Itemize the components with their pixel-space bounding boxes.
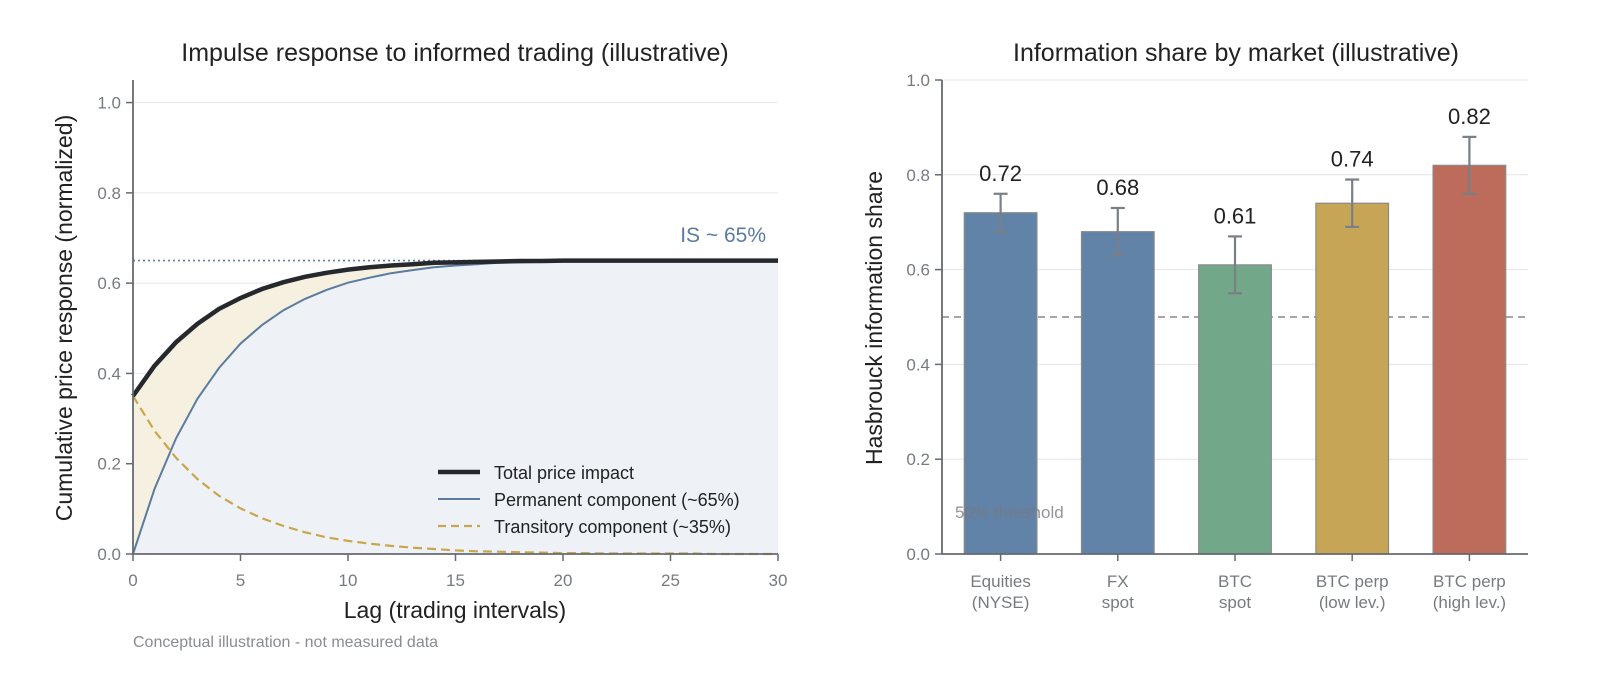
x-tick-label: 15 bbox=[446, 571, 465, 590]
x-tick-label: 30 bbox=[769, 571, 788, 590]
x-tick-label: spot bbox=[1219, 593, 1251, 612]
y-tick-label: 0.0 bbox=[906, 545, 930, 564]
y-tick-label: 0.2 bbox=[906, 450, 930, 469]
series-line-total bbox=[131, 258, 778, 398]
x-tick-label: (NYSE) bbox=[972, 593, 1030, 612]
bar bbox=[963, 212, 1038, 555]
y-tick-label: 0.0 bbox=[97, 545, 121, 564]
bar-value-label: 0.72 bbox=[979, 161, 1022, 186]
x-tick-label: (low lev.) bbox=[1319, 593, 1386, 612]
information-share-annotation: IS ~ 65% bbox=[680, 224, 766, 247]
permanent-area-fill bbox=[133, 260, 778, 554]
x-tick-label: FX bbox=[1107, 572, 1129, 591]
right-chart-title: Information share by market (illustrativ… bbox=[1013, 39, 1459, 67]
impulse-response-chart: 0.0 0.2 0.4 0.6 0.8 1.0 0 5 10 15 20 25 30 IS ~ 65% Im… bbox=[51, 39, 787, 651]
bar bbox=[1315, 202, 1390, 555]
x-tick-label: 0 bbox=[128, 571, 137, 590]
right-y-axis-label: Hasbrouck information share bbox=[861, 171, 887, 465]
legend-label: Transitory component (~35%) bbox=[494, 517, 731, 537]
x-tick-label: 5 bbox=[236, 571, 245, 590]
bar-value-label: 0.74 bbox=[1331, 147, 1374, 172]
legend-label: Permanent component (~65%) bbox=[494, 490, 740, 510]
x-tick-label: Equities bbox=[970, 572, 1030, 591]
y-tick-label: 0.4 bbox=[906, 355, 930, 374]
y-tick-label: 1.0 bbox=[906, 71, 930, 90]
left-x-axis-label: Lag (trading intervals) bbox=[344, 597, 566, 623]
bar-value-label: 0.68 bbox=[1096, 175, 1139, 200]
information-share-chart: 0.0 0.2 0.4 0.6 0.8 1.0 0.72 Equities (NYSE) 0.68… bbox=[861, 39, 1528, 612]
bar bbox=[1198, 264, 1272, 555]
x-tick-label: BTC bbox=[1218, 572, 1252, 591]
y-tick-label: 0.8 bbox=[97, 184, 121, 203]
y-tick-label: 1.0 bbox=[97, 94, 121, 113]
threshold-label: 50% threshold bbox=[955, 503, 1064, 522]
y-tick-label: 0.2 bbox=[97, 455, 121, 474]
y-tick-label: 0.6 bbox=[97, 274, 121, 293]
bar-value-label: 0.82 bbox=[1448, 104, 1491, 129]
bar bbox=[1080, 231, 1155, 555]
y-tick-label: 0.6 bbox=[906, 261, 930, 280]
x-tick-label: 20 bbox=[554, 571, 573, 590]
bar bbox=[1432, 164, 1507, 555]
x-tick-label: 25 bbox=[661, 571, 680, 590]
x-tick-label: 10 bbox=[339, 571, 358, 590]
footnote: Conceptual illustration - not measured d… bbox=[133, 634, 438, 651]
legend-label: Total price impact bbox=[494, 463, 634, 483]
left-y-axis-label: Cumulative price response (normalized) bbox=[51, 115, 77, 522]
bar-value-label: 0.61 bbox=[1214, 203, 1257, 228]
x-tick-label: BTC perp bbox=[1316, 572, 1389, 591]
y-tick-label: 0.4 bbox=[97, 364, 121, 383]
left-chart-title: Impulse response to informed trading (il… bbox=[181, 39, 728, 67]
x-tick-label: (high lev.) bbox=[1433, 593, 1506, 612]
y-tick-label: 0.8 bbox=[906, 166, 930, 185]
legend: Total price impact Permanent component (~… bbox=[438, 463, 740, 537]
x-tick-label: BTC perp bbox=[1433, 572, 1506, 591]
x-tick-label: spot bbox=[1102, 593, 1134, 612]
